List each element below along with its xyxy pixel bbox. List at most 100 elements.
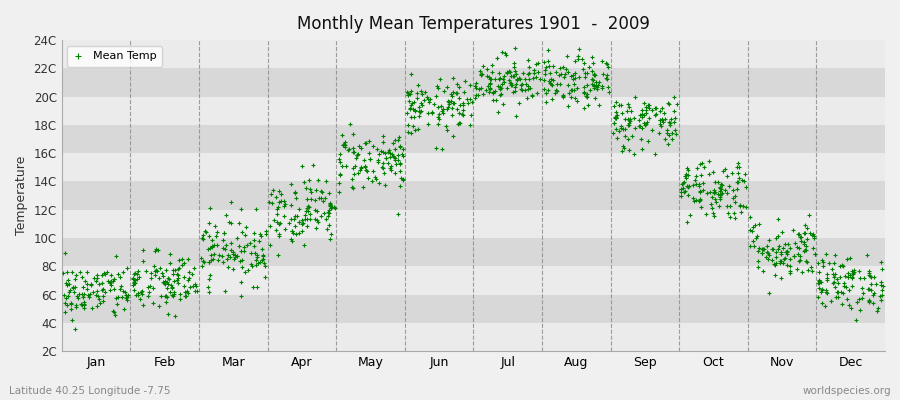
- Mean Temp: [484, 62, 499, 68]
- Mean Temp: [610, 111, 625, 118]
- Mean Temp: [586, 77, 600, 84]
- Mean Temp: [266, 200, 280, 206]
- Mean Temp: [622, 146, 636, 153]
- Mean Temp: [692, 183, 706, 190]
- Mean Temp: [616, 110, 630, 116]
- Mean Temp: [760, 256, 775, 262]
- Mean Temp: [503, 73, 517, 79]
- Mean Temp: [361, 175, 375, 181]
- Mean Temp: [861, 270, 876, 276]
- Mean Temp: [634, 112, 649, 118]
- Mean Temp: [614, 122, 628, 129]
- Mean Temp: [208, 222, 222, 229]
- Mean Temp: [707, 212, 722, 219]
- Mean Temp: [862, 297, 877, 304]
- Mean Temp: [114, 282, 129, 289]
- Mean Temp: [596, 71, 610, 78]
- Mean Temp: [847, 269, 861, 276]
- Mean Temp: [342, 146, 356, 153]
- Mean Temp: [115, 288, 130, 294]
- Mean Temp: [711, 179, 725, 185]
- Mean Temp: [310, 177, 325, 183]
- Mean Temp: [343, 120, 357, 127]
- Mean Temp: [691, 198, 706, 204]
- Mean Temp: [430, 121, 445, 127]
- Mean Temp: [120, 297, 134, 303]
- Mean Temp: [346, 144, 360, 151]
- Mean Temp: [831, 288, 845, 295]
- Mean Temp: [756, 268, 770, 274]
- Mean Temp: [164, 282, 178, 288]
- Mean Temp: [778, 255, 792, 261]
- Mean Temp: [58, 280, 73, 286]
- Mean Temp: [356, 184, 370, 190]
- Mean Temp: [301, 208, 315, 214]
- Mean Temp: [160, 279, 175, 285]
- Mean Temp: [503, 82, 517, 88]
- Mean Temp: [406, 123, 420, 129]
- Mean Temp: [423, 96, 437, 102]
- Mean Temp: [104, 271, 118, 278]
- Mean Temp: [577, 104, 591, 111]
- Mean Temp: [247, 230, 261, 236]
- Mean Temp: [515, 80, 529, 87]
- Mean Temp: [662, 100, 677, 107]
- Mean Temp: [609, 114, 624, 120]
- Mean Temp: [182, 268, 196, 275]
- Mean Temp: [232, 243, 247, 249]
- Mean Temp: [536, 59, 551, 65]
- Mean Temp: [739, 184, 753, 190]
- Mean Temp: [595, 83, 609, 89]
- Mean Temp: [238, 244, 252, 250]
- Mean Temp: [346, 165, 360, 172]
- Mean Temp: [616, 126, 630, 132]
- Mean Temp: [530, 60, 544, 66]
- Mean Temp: [256, 253, 270, 259]
- Mean Temp: [652, 117, 667, 123]
- Mean Temp: [292, 219, 306, 225]
- Mean Temp: [232, 220, 247, 227]
- Mean Temp: [713, 184, 727, 190]
- Mean Temp: [202, 219, 216, 226]
- Mean Temp: [244, 250, 258, 256]
- Mean Temp: [272, 230, 286, 237]
- Mean Temp: [866, 299, 880, 306]
- Mean Temp: [388, 170, 402, 176]
- Mean Temp: [752, 258, 766, 264]
- Mean Temp: [158, 299, 173, 305]
- Mean Temp: [812, 276, 826, 283]
- Mean Temp: [439, 84, 454, 90]
- Mean Temp: [488, 88, 502, 94]
- Mean Temp: [580, 70, 594, 76]
- Mean Temp: [662, 118, 676, 125]
- Mean Temp: [814, 286, 829, 292]
- Mean Temp: [513, 86, 527, 92]
- Mean Temp: [498, 73, 512, 79]
- Mean Temp: [323, 201, 338, 208]
- Mean Temp: [807, 251, 822, 258]
- Mean Temp: [792, 244, 806, 251]
- Mean Temp: [627, 125, 642, 131]
- Mean Temp: [86, 289, 100, 295]
- Mean Temp: [446, 75, 460, 82]
- Mean Temp: [461, 100, 475, 106]
- Mean Temp: [429, 145, 444, 152]
- Mean Temp: [63, 287, 77, 294]
- Mean Temp: [739, 204, 753, 210]
- Mean Temp: [864, 287, 878, 293]
- Mean Temp: [755, 246, 770, 252]
- Mean Temp: [85, 305, 99, 311]
- Mean Temp: [546, 63, 561, 69]
- Mean Temp: [402, 91, 417, 97]
- Mean Temp: [828, 284, 842, 290]
- Mean Temp: [452, 94, 466, 101]
- Mean Temp: [384, 167, 399, 173]
- Mean Temp: [171, 280, 185, 286]
- Mean Temp: [156, 272, 170, 279]
- Mean Temp: [600, 84, 615, 90]
- Mean Temp: [158, 293, 173, 299]
- Mean Temp: [526, 74, 540, 81]
- Mean Temp: [212, 257, 226, 264]
- Mean Temp: [453, 120, 467, 126]
- Mean Temp: [418, 88, 433, 95]
